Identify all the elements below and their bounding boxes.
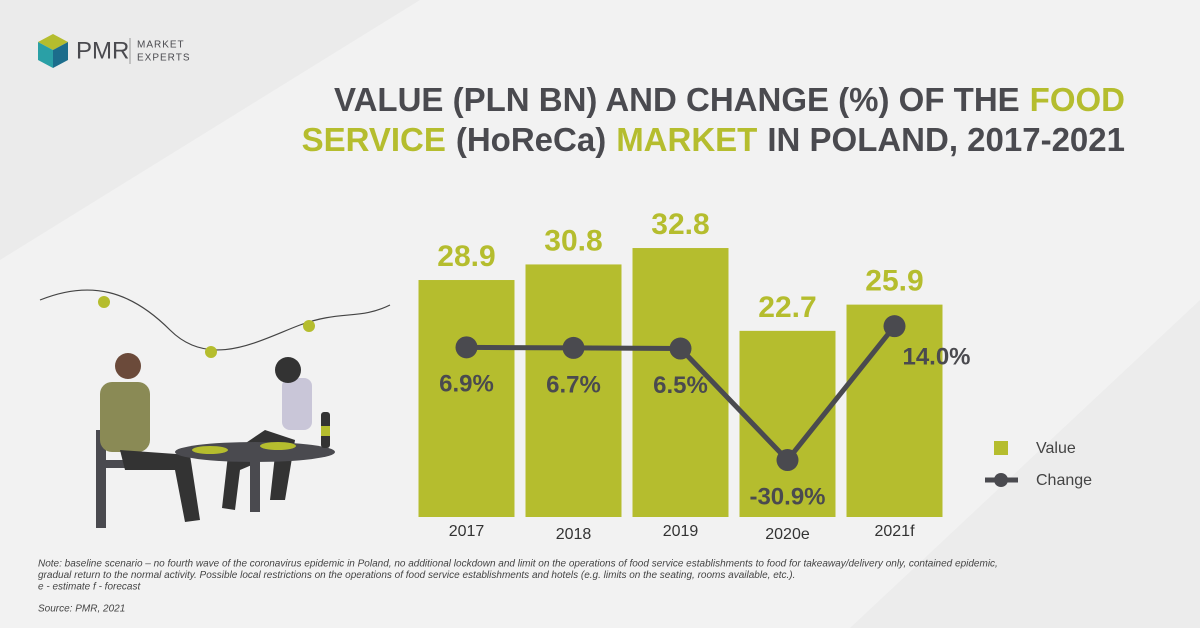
note: e - estimate f - forecast xyxy=(38,582,141,593)
change-value-label: 6.9% xyxy=(439,371,494,398)
logo-icon xyxy=(53,42,68,68)
plot: 2017 2018 2019 2020e 2021f 28.9 30.8 32.8 22.7 25… xyxy=(418,208,971,543)
deco-dot xyxy=(205,346,217,358)
person xyxy=(282,378,312,430)
bar-value-label: 32.8 xyxy=(651,208,709,241)
source: Source: PMR, 2021 xyxy=(38,604,125,615)
bar-value-label: 28.9 xyxy=(437,240,495,273)
change-point xyxy=(562,336,585,359)
x-tick-label: 2020e xyxy=(765,526,810,543)
logo-tagline: MARKET xyxy=(137,40,185,51)
x-tick-label: 2019 xyxy=(663,523,699,540)
bottle xyxy=(321,426,330,436)
bar-value-label: 22.7 xyxy=(758,291,816,324)
person xyxy=(275,357,301,383)
legend-label: Change xyxy=(1036,472,1092,489)
person xyxy=(100,382,150,452)
person xyxy=(115,353,141,379)
bar xyxy=(525,264,622,517)
change-value-label: 6.5% xyxy=(653,372,708,399)
bar xyxy=(418,280,515,517)
title: VALUE (PLN BN) AND CHANGE (%) OF THE FOOD… xyxy=(302,81,1125,158)
title-segment: FOOD xyxy=(1030,81,1125,118)
notes: Note: baseline scenario – no fourth wave… xyxy=(38,559,998,615)
deco-dot xyxy=(98,296,110,308)
legend-label: Value xyxy=(1036,440,1076,457)
logo-brand: PMR xyxy=(76,37,129,64)
bg-shape xyxy=(0,0,420,260)
plate xyxy=(260,442,296,450)
legend: Value Change xyxy=(985,440,1092,489)
title-segment: IN POLAND, 2017-2021 xyxy=(767,121,1125,158)
bar-value-label: 30.8 xyxy=(544,224,602,257)
change-point xyxy=(776,449,799,472)
bar xyxy=(846,304,943,517)
x-tick-label: 2018 xyxy=(556,526,592,543)
table xyxy=(250,452,260,512)
x-tick-label: 2017 xyxy=(449,523,485,540)
legend-swatch xyxy=(994,441,1008,455)
change-point xyxy=(883,315,906,338)
title-line: SERVICE (HoReCa) MARKET IN POLAND, 2017-202… xyxy=(302,121,1125,158)
title-segment: (HoReCa) xyxy=(456,121,606,158)
plate xyxy=(192,446,228,454)
logo-tagline: EXPERTS xyxy=(137,53,191,64)
legend-swatch xyxy=(994,473,1008,487)
note: Note: baseline scenario – no fourth wave… xyxy=(38,559,998,570)
title-segment: SERVICE xyxy=(302,121,446,158)
chair xyxy=(96,430,106,528)
title-line: VALUE (PLN BN) AND CHANGE (%) OF THE FOOD xyxy=(334,81,1125,118)
deco-dot xyxy=(303,320,315,332)
bg-shape xyxy=(850,300,1200,628)
change-value-label: 6.7% xyxy=(546,371,601,398)
change-value-label: -30.9% xyxy=(749,483,825,510)
deco-line xyxy=(39,289,391,351)
note: gradual return to the normal activity. P… xyxy=(38,570,795,581)
bar-value-label: 25.9 xyxy=(865,265,923,298)
logo: PMR MARKET EXPERTS xyxy=(38,34,191,68)
title-segment: VALUE (PLN BN) AND CHANGE (%) OF THE xyxy=(334,81,1020,118)
change-value-label: 14.0% xyxy=(902,344,970,371)
x-tick-label: 2021f xyxy=(874,523,915,540)
title-segment: MARKET xyxy=(616,121,757,158)
change-point xyxy=(455,336,478,359)
logo-icon xyxy=(38,42,53,68)
person xyxy=(120,450,200,522)
change-point xyxy=(669,337,692,360)
illustration xyxy=(39,289,391,528)
